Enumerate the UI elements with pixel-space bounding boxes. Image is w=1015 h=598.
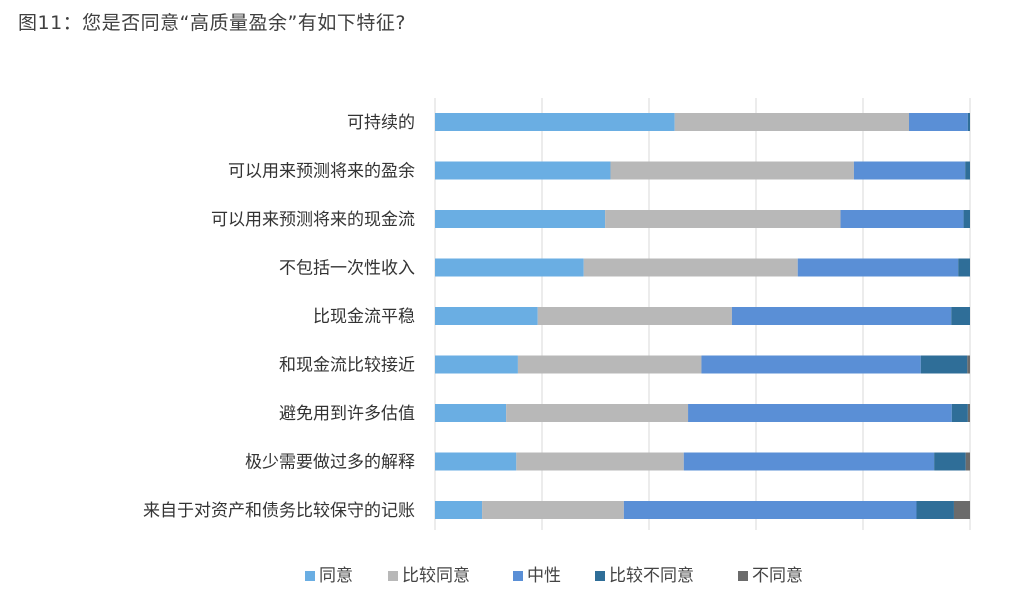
category-label: 可以用来预测将来的现金流 xyxy=(211,210,415,230)
bar-segment-3-row-6 xyxy=(701,355,921,374)
figure-title: 图11：您是否同意“高质量盈余”有如下特征? xyxy=(18,12,406,34)
category-label: 避免用到许多估值 xyxy=(279,404,415,424)
legend-label: 不同意 xyxy=(752,566,803,586)
bar-segment-4-row-3 xyxy=(963,210,970,228)
bar-segment-1-row-7 xyxy=(435,404,507,422)
bar-segment-4-row-2 xyxy=(965,161,970,180)
bars-group xyxy=(435,113,970,519)
bar-segment-1-row-2 xyxy=(435,161,611,180)
bar-segment-2-row-3 xyxy=(605,210,841,228)
bar-segment-5-row-9 xyxy=(953,501,970,519)
category-label: 来自于对资产和债务比较保守的记账 xyxy=(143,501,415,521)
bar-segment-1-row-1 xyxy=(435,113,675,131)
bar-segment-2-row-7 xyxy=(506,404,689,422)
bar-segment-4-row-1 xyxy=(967,113,970,131)
category-label: 不包括一次性收入 xyxy=(279,259,415,279)
category-label: 和现金流比较接近 xyxy=(279,356,415,376)
bar-segment-2-row-5 xyxy=(537,307,732,325)
bar-segment-2-row-4 xyxy=(583,258,798,277)
legend-label: 中性 xyxy=(527,566,561,586)
bar-segment-4-row-7 xyxy=(951,404,968,422)
bar-segment-1-row-8 xyxy=(435,452,517,471)
legend-swatch xyxy=(595,571,605,581)
legend-swatch xyxy=(513,571,523,581)
category-label: 极少需要做过多的解释 xyxy=(245,453,415,473)
bar-segment-3-row-9 xyxy=(623,501,917,519)
category-label: 比现金流平稳 xyxy=(313,307,415,327)
legend-swatch xyxy=(388,571,398,581)
bar-segment-4-row-8 xyxy=(934,452,966,471)
bar-segment-4-row-5 xyxy=(951,307,970,325)
bar-segment-3-row-2 xyxy=(853,161,966,180)
legend-label: 比较同意 xyxy=(402,566,470,586)
bar-segment-4-row-9 xyxy=(916,501,954,519)
bar-segment-4-row-6 xyxy=(920,355,968,374)
bar-segment-3-row-5 xyxy=(731,307,952,325)
legend-swatch xyxy=(738,571,748,581)
bar-segment-1-row-6 xyxy=(435,355,518,374)
legend-swatch xyxy=(305,571,315,581)
category-label: 可持续的 xyxy=(347,113,415,133)
legend-label: 比较不同意 xyxy=(609,566,694,586)
bar-segment-4-row-4 xyxy=(958,258,970,277)
bar-segment-2-row-6 xyxy=(517,355,702,374)
bar-segment-3-row-3 xyxy=(840,210,964,228)
bar-segment-1-row-5 xyxy=(435,307,538,325)
bar-segment-3-row-7 xyxy=(688,404,952,422)
bar-segment-2-row-2 xyxy=(610,161,854,180)
category-label: 可以用来预测将来的盈余 xyxy=(228,162,415,182)
bar-segment-1-row-9 xyxy=(435,501,483,519)
bar-segment-3-row-1 xyxy=(909,113,968,131)
bar-segment-1-row-4 xyxy=(435,258,584,277)
legend: 同意 比较同意 中性 比较不同意 不同意 xyxy=(305,566,803,586)
bar-segment-3-row-8 xyxy=(683,452,935,471)
bar-segment-5-row-8 xyxy=(965,452,970,471)
bar-segment-5-row-7 xyxy=(967,404,970,422)
bar-segment-3-row-4 xyxy=(797,258,959,277)
bar-segment-1-row-3 xyxy=(435,210,606,228)
legend-label: 同意 xyxy=(319,566,353,586)
category-labels: 可持续的可以用来预测将来的盈余可以用来预测将来的现金流不包括一次性收入比现金流平… xyxy=(143,113,415,521)
bar-segment-2-row-8 xyxy=(516,452,684,471)
bar-segment-2-row-1 xyxy=(674,113,910,131)
bar-segment-2-row-9 xyxy=(482,501,624,519)
bar-segment-5-row-6 xyxy=(967,355,970,374)
